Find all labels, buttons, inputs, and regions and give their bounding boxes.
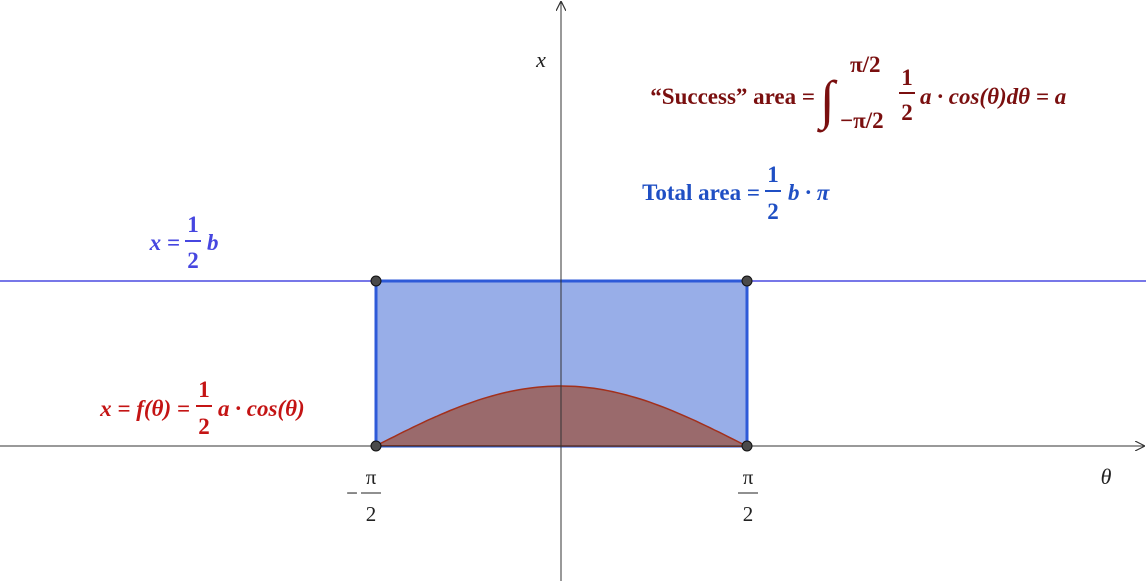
fraction-numerator: 1 — [187, 212, 199, 237]
integral-sign: ∫ — [817, 70, 838, 133]
fraction-numerator: 1 — [901, 65, 913, 90]
curve-suffix: a · cos(θ) — [218, 396, 305, 421]
success-suffix: a · cos(θ)dθ = a — [920, 84, 1066, 109]
fraction-denominator: 2 — [901, 100, 913, 125]
curve-prefix: x = f(θ) = — [99, 396, 190, 421]
point — [741, 275, 753, 287]
tick-denominator: 2 — [366, 502, 377, 526]
fraction-numerator: 1 — [198, 377, 210, 402]
theta-label: θ — [1101, 464, 1112, 489]
points — [370, 275, 753, 452]
fraction-denominator: 2 — [187, 248, 199, 273]
x-label: x — [535, 47, 546, 72]
point — [741, 440, 753, 452]
tick-numerator: π — [743, 465, 754, 489]
integral-lower: −π/2 — [840, 108, 884, 133]
tick-denominator: 2 — [743, 502, 754, 526]
fraction-denominator: 2 — [198, 414, 210, 439]
integral-upper: π/2 — [850, 52, 881, 77]
fraction-denominator: 2 — [767, 199, 779, 224]
point — [370, 440, 382, 452]
line-prefix: x = — [149, 230, 180, 255]
fraction-numerator: 1 — [767, 162, 779, 187]
total-prefix: Total area = — [642, 180, 760, 205]
point — [370, 275, 382, 287]
success-prefix: “Success” area = — [650, 84, 815, 109]
line-suffix: b — [207, 230, 219, 255]
tick-sign: − — [346, 481, 358, 505]
tick-numerator: π — [366, 465, 377, 489]
total-suffix: b · π — [788, 180, 831, 205]
